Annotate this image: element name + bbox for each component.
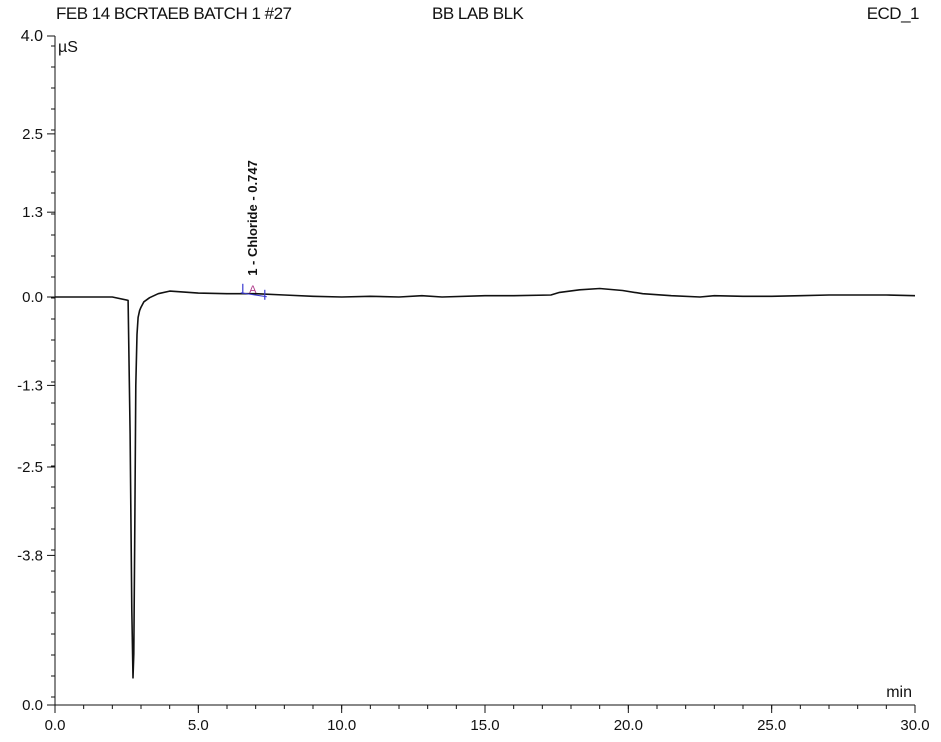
y-tick-label: 0.0 bbox=[22, 289, 43, 306]
x-axis-unit-label: min bbox=[886, 684, 912, 701]
minor-ticks bbox=[51, 45, 916, 709]
chromatogram-trace bbox=[55, 287, 916, 679]
axes bbox=[54, 36, 915, 706]
x-tick-label: 10.0 bbox=[327, 717, 356, 734]
series-group bbox=[55, 287, 916, 679]
peak-annotations: A 1 - Chloride - 0.747 bbox=[240, 160, 267, 300]
x-tick-label: 30.0 bbox=[900, 717, 929, 734]
sample-title: FEB 14 BCRTAEB BATCH 1 #27 bbox=[56, 4, 292, 23]
y-tick-label: 2.5 bbox=[22, 126, 43, 143]
x-tick-label: 20.0 bbox=[614, 717, 643, 734]
x-tick-label: 15.0 bbox=[470, 717, 499, 734]
y-tick-label: -3.8 bbox=[17, 547, 43, 564]
y-axis-unit-label: µS bbox=[58, 39, 78, 56]
peak-marker: A bbox=[249, 284, 257, 296]
y-tick-label: 1.3 bbox=[22, 204, 43, 221]
x-tick-label: 25.0 bbox=[757, 717, 786, 734]
y-tick-label: -2.5 bbox=[17, 459, 43, 476]
peak-label: 1 - Chloride - 0.747 bbox=[245, 160, 260, 276]
channel-name: ECD_1 bbox=[866, 4, 920, 23]
y-tick-label: -1.3 bbox=[17, 377, 43, 394]
y-tick-label: 4.0 bbox=[21, 28, 43, 45]
y-tick-label: 0.0 bbox=[22, 697, 43, 714]
x-tick-label: 0.0 bbox=[45, 717, 66, 734]
x-axis-ticks: 0.0 5.0 10.0 15.0 20.0 25.0 30.0 bbox=[45, 705, 930, 734]
y-axis-ticks: 4.0 2.5 1.3 0.0 -1.3 -2.5 -3.8 0.0 bbox=[17, 28, 55, 714]
x-tick-label: 5.0 bbox=[188, 717, 209, 734]
peak-baseline bbox=[240, 292, 267, 298]
sample-name: BB LAB BLK bbox=[432, 4, 524, 23]
